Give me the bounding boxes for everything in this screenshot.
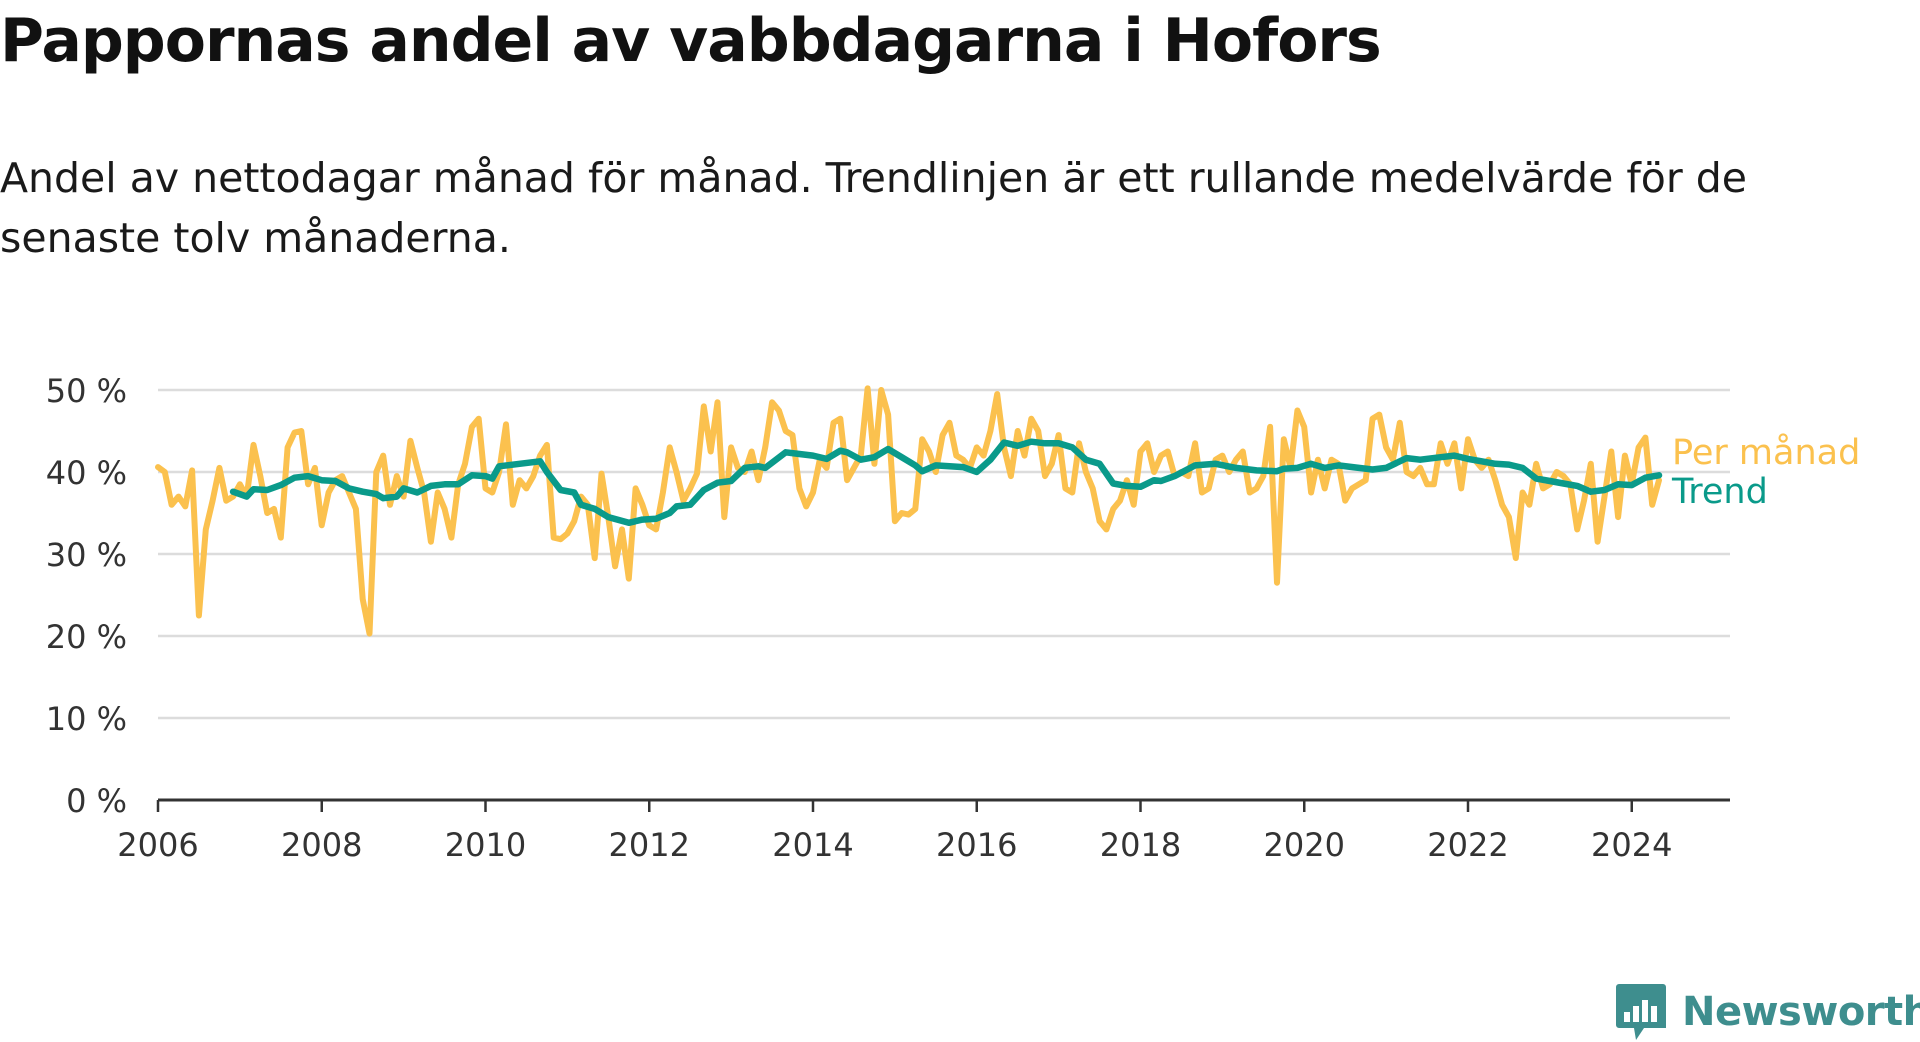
x-tick-label: 2016 xyxy=(936,826,1017,864)
x-tick-label: 2024 xyxy=(1591,826,1672,864)
y-tick-label: 30 % xyxy=(46,536,127,574)
series-label-trend: Trend xyxy=(1671,472,1768,512)
x-tick-label: 2018 xyxy=(1100,826,1181,864)
series-label-per-manad: Per månad xyxy=(1672,432,1860,473)
y-tick-label: 50 % xyxy=(46,372,127,410)
x-tick-label: 2022 xyxy=(1427,826,1508,864)
newsworthy-logo: Newsworthy xyxy=(1614,982,1920,1042)
y-tick-label: 20 % xyxy=(46,618,127,656)
x-tick-label: 2012 xyxy=(609,826,690,864)
y-axis-tick-labels: 0 % 10 % 20 % 30 % 40 % 50 % xyxy=(46,372,127,820)
series-line-per-manad xyxy=(155,385,1662,637)
y-tick-label: 40 % xyxy=(46,454,127,492)
x-tick-label: 2010 xyxy=(445,826,526,864)
page-title: Pappornas andel av vabbdagarna i Hofors xyxy=(0,6,1382,76)
x-tick-label: 2006 xyxy=(117,826,198,864)
bar-chart-badge-icon xyxy=(1616,984,1666,1040)
y-tick-label: 10 % xyxy=(46,700,127,738)
series-lines xyxy=(155,385,1663,637)
x-tick-label: 2020 xyxy=(1264,826,1345,864)
brand-name: Newsworthy xyxy=(1682,989,1920,1035)
x-axis: 2006 2008 2010 2012 2014 2016 2018 2020 2022 2024 xyxy=(117,798,1730,864)
series-line-trend xyxy=(229,438,1663,527)
gridlines xyxy=(158,388,1730,720)
x-tick-label: 2008 xyxy=(281,826,362,864)
page-subtitle: Andel av nettodagar månad för månad. Tre… xyxy=(0,154,1747,262)
x-tick-label: 2014 xyxy=(772,826,853,864)
y-tick-label: 0 % xyxy=(66,782,127,820)
